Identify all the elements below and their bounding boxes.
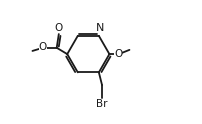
Text: N: N [96,23,104,33]
Text: O: O [39,42,47,52]
Text: O: O [54,23,63,33]
Text: O: O [114,49,122,59]
Text: Br: Br [96,99,107,109]
